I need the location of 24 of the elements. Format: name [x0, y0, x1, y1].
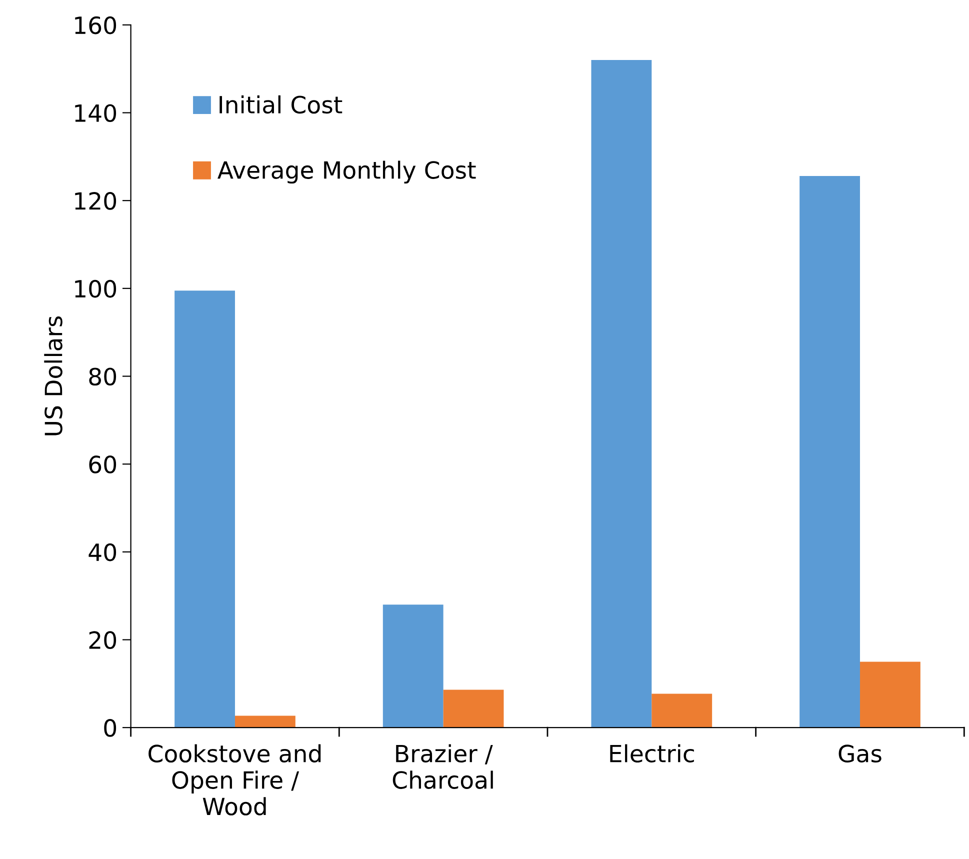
bar — [443, 690, 504, 728]
x-tick-label: Electric — [610, 744, 694, 763]
y-tick-label: 40 — [88, 543, 116, 562]
bar — [860, 662, 920, 728]
y-tick-label: 160 — [75, 16, 116, 34]
bar — [800, 176, 860, 728]
legend-label: Initial Cost — [220, 95, 342, 114]
y-tick-label: 80 — [89, 368, 116, 386]
bar — [234, 716, 296, 728]
bar — [174, 290, 235, 728]
y-axis-title: US Dollars — [44, 316, 62, 436]
x-tick-label: Brazier / Charcoal — [392, 744, 493, 789]
y-tick-label: 0 — [104, 719, 116, 737]
bar — [591, 60, 652, 728]
y-tick-label: 100 — [75, 280, 116, 298]
y-tick-label: 120 — [75, 192, 116, 210]
legend-label: Average Monthly Cost — [218, 160, 476, 184]
y-tick-label: 140 — [75, 104, 116, 122]
y-tick-label: 60 — [89, 456, 116, 474]
x-tick-label: Gas — [838, 744, 882, 763]
bar — [382, 604, 444, 728]
bar — [652, 694, 712, 728]
y-tick-label: 20 — [89, 631, 116, 650]
x-tick-label: Cookstove and Open Fire / Wood — [148, 744, 321, 816]
